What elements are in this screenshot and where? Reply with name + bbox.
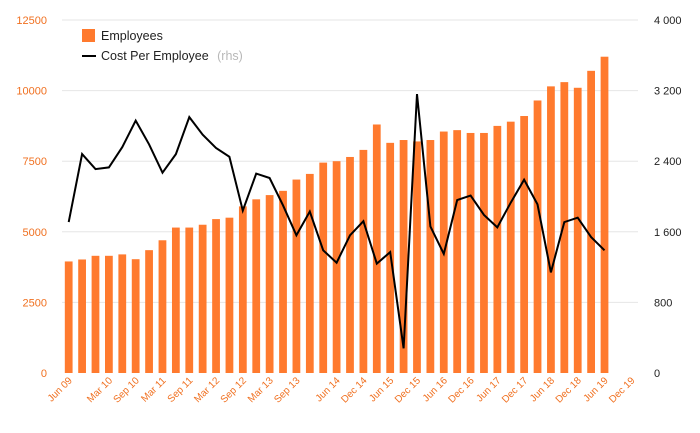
x-tick-label: Jun 09	[46, 375, 75, 404]
x-tick-label: Mar 10	[85, 375, 115, 405]
employees-bar	[426, 140, 435, 373]
left-tick-label: 5000	[23, 227, 47, 239]
x-tick-label: Dec 18	[554, 375, 584, 405]
legend-label-rhs-suffix: (rhs)	[217, 49, 243, 63]
x-tick-label: Mar 12	[192, 375, 222, 405]
employees-bar	[547, 86, 555, 373]
x-tick-label: Mar 11	[139, 375, 169, 405]
x-tick-label: Dec 14	[339, 375, 369, 405]
employees-bar	[573, 87, 582, 373]
employees-bar	[212, 219, 220, 373]
x-tick-label: Dec 15	[393, 375, 423, 405]
x-tick-label: Dec 17	[500, 375, 530, 405]
employees-bar	[413, 141, 421, 373]
employees-bar	[399, 140, 408, 373]
legend-label-cost-text: Cost Per Employee	[101, 49, 209, 63]
x-tick-label: Dec 19	[607, 375, 637, 405]
cost-per-employee-line	[67, 93, 606, 349]
employees-bar	[171, 227, 180, 373]
employees-bar	[265, 195, 274, 373]
employees-bar	[587, 70, 596, 373]
x-tick-label: Jun 16	[421, 375, 450, 404]
right-tick-label: 0	[654, 368, 660, 380]
employees-bar	[493, 125, 502, 374]
employees-bar	[533, 100, 542, 373]
employees-bar	[372, 124, 381, 373]
x-tick-label: Mar 13	[246, 375, 276, 405]
right-tick-label: 1 600	[654, 227, 682, 239]
left-tick-label: 7500	[23, 156, 47, 168]
x-tick-label: Jun 18	[528, 375, 557, 404]
employee-bars	[64, 56, 609, 374]
employees-bar	[506, 121, 515, 373]
legend[interactable]: Employees Cost Per Employee (rhs)	[82, 29, 243, 64]
left-tick-label: 0	[41, 368, 47, 380]
employees-bar	[480, 132, 488, 373]
employees-bar	[319, 162, 328, 373]
right-tick-label: 3 200	[654, 86, 682, 98]
employees-bar	[238, 206, 247, 373]
employees-bar	[91, 255, 100, 373]
employees-bar	[118, 254, 127, 373]
employees-bar	[78, 259, 86, 373]
employees-bar	[359, 149, 368, 373]
legend-item-employees[interactable]: Employees	[82, 29, 163, 43]
employees-bar	[198, 224, 207, 373]
x-tick-label: Sep 13	[272, 375, 302, 405]
left-tick-label: 12500	[16, 15, 47, 27]
legend-item-cost-per-employee[interactable]: Cost Per Employee (rhs)	[82, 47, 243, 64]
x-tick-label: Dec 16	[446, 375, 476, 405]
legend-label-cost-per-employee: Cost Per Employee (rhs)	[101, 47, 243, 64]
employees-bar	[64, 261, 73, 373]
x-tick-label: Sep 10	[112, 375, 142, 405]
right-axis: 0 800 1 600 2 400 3 200 4 000	[654, 15, 682, 380]
employees-bar	[520, 116, 529, 374]
right-tick-label: 2 400	[654, 156, 682, 168]
employees-bar	[600, 56, 609, 373]
legend-swatch-employees	[82, 29, 95, 42]
employees-bar	[185, 227, 194, 373]
legend-label-employees: Employees	[101, 29, 163, 43]
right-tick-label: 4 000	[654, 15, 682, 27]
x-tick-label: Jun 15	[367, 375, 396, 404]
employees-bar	[225, 217, 234, 373]
x-tick-label: Sep 11	[166, 375, 196, 405]
left-axis: 0 2500 5000 7500 10000 12500	[16, 15, 47, 380]
employees-bar	[332, 161, 341, 373]
employees-bar	[453, 130, 462, 373]
employees-bar	[158, 240, 167, 373]
left-tick-label: 10000	[16, 86, 47, 98]
employees-bar	[104, 255, 113, 373]
employees-bar	[560, 82, 569, 374]
employees-bar	[145, 250, 153, 373]
employees-bar	[131, 259, 140, 373]
x-tick-label: Jun 14	[314, 375, 343, 404]
left-tick-label: 2500	[23, 297, 47, 309]
employees-bar	[305, 173, 314, 373]
x-tick-label: Jun 19	[582, 375, 611, 404]
right-tick-label: 800	[654, 297, 672, 309]
employees-bar	[279, 190, 287, 373]
cost-line-layer	[67, 93, 606, 349]
x-tick-label: Sep 12	[219, 375, 249, 405]
employees-bar	[292, 179, 301, 373]
employees-bar	[252, 199, 261, 373]
employees-bar	[346, 156, 354, 373]
x-tick-label: Jun 17	[474, 375, 503, 404]
employees-bar	[466, 132, 475, 373]
